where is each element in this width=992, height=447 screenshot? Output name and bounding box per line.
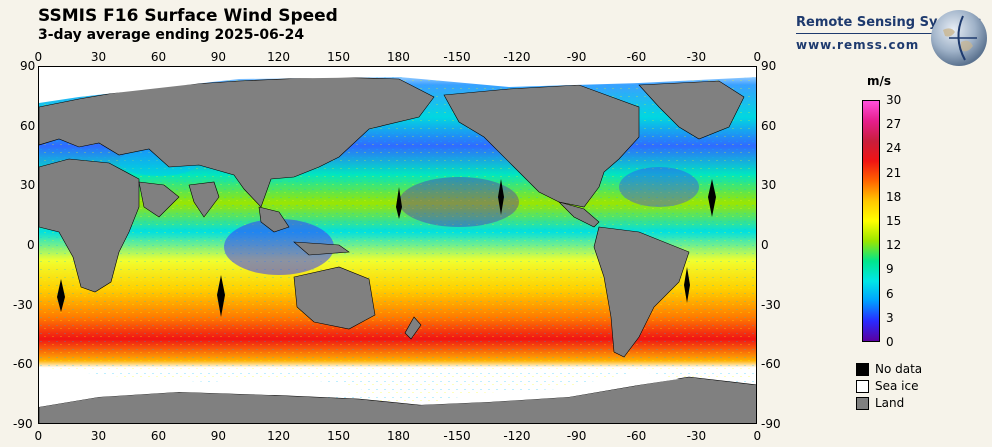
lat-tick-right: -30 xyxy=(761,297,781,312)
lon-tick-bottom: -120 xyxy=(503,429,531,443)
lon-tick-top: 0 xyxy=(34,50,43,64)
lat-tick-left: -90 xyxy=(13,417,33,431)
legend-item: No data xyxy=(856,362,922,376)
lon-tick-top: 60 xyxy=(150,50,167,64)
legend-item: Land xyxy=(856,396,904,410)
lon-tick-top: 150 xyxy=(327,50,350,64)
legend-swatch xyxy=(856,362,869,376)
lon-tick-top: -60 xyxy=(626,50,647,64)
lat-tick-right: 90 xyxy=(761,59,777,73)
lon-tick-bottom: -60 xyxy=(626,429,647,443)
colorbar-tick-label: 0 xyxy=(886,335,894,349)
colorbar-tick-label: 12 xyxy=(886,238,902,253)
colorbar-tick-label: 3 xyxy=(886,310,894,325)
lat-tick-left: 0 xyxy=(27,238,35,252)
lon-tick-bottom: 180 xyxy=(387,429,410,443)
lon-tick-bottom: -150 xyxy=(443,429,471,443)
lon-tick-top: 180 xyxy=(387,50,410,64)
brand-url[interactable]: www.remss.com xyxy=(796,38,920,52)
lat-tick-right: 60 xyxy=(761,118,777,133)
colorbar-tick-label: 21 xyxy=(886,165,902,180)
colorbar-unit: m/s xyxy=(866,74,892,88)
lon-tick-bottom: -30 xyxy=(686,429,707,443)
lat-tick-right: -60 xyxy=(761,357,781,372)
legend-label: Land xyxy=(875,396,905,410)
lat-tick-right: 30 xyxy=(761,178,777,193)
lon-tick-bottom: 150 xyxy=(327,429,350,443)
colorbar-tick-label: 27 xyxy=(886,117,902,132)
lon-tick-bottom: 90 xyxy=(210,429,227,443)
lon-tick-bottom: 0 xyxy=(34,429,43,443)
lat-tick-left: -60 xyxy=(13,357,33,372)
legend-swatch xyxy=(856,396,869,410)
colorbar-tick-label: 30 xyxy=(886,93,902,107)
lon-tick-top: 0 xyxy=(753,50,762,64)
colorbar-tick-label: 9 xyxy=(886,262,894,277)
lon-tick-top: -120 xyxy=(503,50,531,64)
wind-speed-map[interactable] xyxy=(38,66,757,424)
colorbar-tick-label: 18 xyxy=(886,189,902,204)
colorbar xyxy=(862,100,880,342)
lon-tick-top: 30 xyxy=(90,50,107,64)
lat-tick-right: 0 xyxy=(761,238,769,252)
colorbar-tick-label: 24 xyxy=(886,141,902,156)
lon-tick-top: 90 xyxy=(210,50,227,64)
legend-label: No data xyxy=(875,362,923,376)
brand-divider xyxy=(796,33,948,34)
lat-tick-left: 30 xyxy=(20,178,36,193)
lon-tick-bottom: 0 xyxy=(753,429,762,443)
lon-tick-bottom: 120 xyxy=(267,429,291,443)
lon-tick-top: -90 xyxy=(566,50,587,64)
lon-tick-bottom: -90 xyxy=(566,429,587,443)
colorbar-tick-label: 15 xyxy=(886,214,902,228)
legend-swatch xyxy=(856,379,869,393)
lon-tick-top: -150 xyxy=(443,50,471,64)
lon-tick-top: 120 xyxy=(267,50,291,64)
legend-label: Sea ice xyxy=(875,379,919,393)
world-map-svg xyxy=(39,67,756,423)
lon-tick-top: -30 xyxy=(686,50,707,64)
map-subtitle: 3-day average ending 2025-06-24 xyxy=(38,27,305,43)
lon-tick-bottom: 60 xyxy=(150,429,167,443)
lat-tick-right: -90 xyxy=(761,417,781,431)
lon-tick-bottom: 30 xyxy=(90,429,107,443)
colorbar-tick-label: 6 xyxy=(886,286,894,301)
lat-tick-left: 60 xyxy=(20,118,36,133)
lat-tick-left: 90 xyxy=(20,59,36,73)
legend-item: Sea ice xyxy=(856,379,918,393)
remss-globe-logo-icon xyxy=(931,10,987,66)
map-title: SSMIS F16 Surface Wind Speed xyxy=(38,6,338,26)
lat-tick-left: -30 xyxy=(13,297,33,312)
